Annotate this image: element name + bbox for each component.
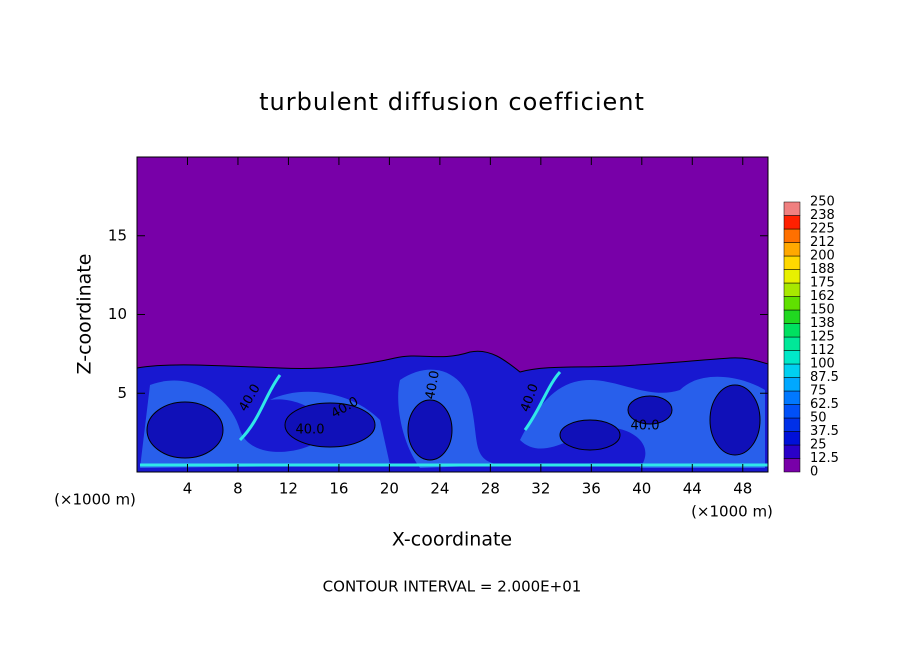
x-tick-label: 16 bbox=[329, 480, 348, 498]
y-tick-label: 10 bbox=[108, 305, 127, 323]
y-axis-label: Z-coordinate bbox=[74, 254, 96, 375]
contour-label: 40.0 bbox=[423, 369, 443, 400]
colorbar-label: 238 bbox=[810, 208, 835, 223]
x-tick-label: 8 bbox=[233, 480, 243, 498]
colorbar-label: 175 bbox=[810, 276, 835, 291]
y-tick-label: 5 bbox=[117, 384, 127, 402]
x-unit: (×1000 m) bbox=[54, 491, 136, 509]
colorbar-band bbox=[783, 215, 801, 230]
x-tick-label: 4 bbox=[183, 480, 193, 498]
colorbar-label: 75 bbox=[810, 384, 827, 399]
x-axis-label: X-coordinate bbox=[392, 529, 512, 551]
colorbar-label: 25 bbox=[810, 438, 827, 453]
colorbar-band bbox=[783, 458, 801, 473]
colorbar-band bbox=[783, 404, 801, 419]
field bbox=[137, 157, 768, 472]
colorbar-label: 50 bbox=[810, 411, 827, 426]
x-tick-label: 48 bbox=[733, 480, 752, 498]
colorbar-label: 12.5 bbox=[810, 451, 839, 466]
contour-label: 40.0 bbox=[296, 423, 325, 438]
colorbar-label: 87.5 bbox=[810, 370, 839, 385]
colorbar-label: 162 bbox=[810, 289, 835, 304]
x-tick-label: 20 bbox=[380, 480, 399, 498]
colorbar-band bbox=[783, 350, 801, 365]
colorbar-band bbox=[783, 336, 801, 351]
x-tick-label: 36 bbox=[582, 480, 601, 498]
colorbar-label: 125 bbox=[810, 330, 835, 345]
x-tick-label: 32 bbox=[531, 480, 550, 498]
colorbar-label: 37.5 bbox=[810, 424, 839, 439]
colorbar-label: 212 bbox=[810, 235, 835, 250]
colorbar-band bbox=[783, 242, 801, 257]
colorbar-label: 100 bbox=[810, 357, 835, 372]
x-tick-label: 24 bbox=[430, 480, 449, 498]
colorbar-label: 200 bbox=[810, 249, 835, 264]
colorbar-band bbox=[783, 323, 801, 338]
colorbar-band bbox=[783, 282, 801, 297]
colorbar-band bbox=[783, 255, 801, 270]
x-tick-label: 44 bbox=[683, 480, 702, 498]
x-unit: (×1000 m) bbox=[691, 503, 773, 521]
colorbar-band bbox=[783, 296, 801, 311]
colorbar-band bbox=[783, 431, 801, 446]
chart-title: turbulent diffusion coefficient bbox=[259, 88, 645, 116]
contour-label: 40.0 bbox=[631, 419, 660, 434]
colorbar-band bbox=[783, 269, 801, 284]
colorbar-band bbox=[783, 363, 801, 378]
colorbar-band bbox=[783, 444, 801, 459]
colorbar-band bbox=[783, 417, 801, 432]
colorbar-band bbox=[783, 228, 801, 243]
colorbar-band bbox=[783, 377, 801, 392]
colorbar-label: 225 bbox=[810, 222, 835, 237]
x-tick-label: 40 bbox=[632, 480, 651, 498]
colorbar-band bbox=[783, 309, 801, 324]
colorbar-band bbox=[783, 201, 801, 216]
colorbar-label: 250 bbox=[810, 195, 835, 210]
streaks bbox=[140, 370, 768, 467]
footnote: CONTOUR INTERVAL = 2.000E+01 bbox=[323, 578, 582, 596]
y-tick-label: 15 bbox=[108, 226, 127, 244]
colorbar-label: 150 bbox=[810, 303, 835, 318]
x-tick-label: 28 bbox=[481, 480, 500, 498]
contour-lines bbox=[146, 384, 761, 461]
colorbar-band bbox=[783, 390, 801, 405]
x-tick-label: 12 bbox=[279, 480, 298, 498]
colorbar-label: 138 bbox=[810, 316, 835, 331]
colorbar-label: 62.5 bbox=[810, 397, 839, 412]
colorbar-label: 188 bbox=[810, 262, 835, 277]
colorbar-label: 0 bbox=[810, 465, 818, 480]
colorbar-label: 112 bbox=[810, 343, 835, 358]
